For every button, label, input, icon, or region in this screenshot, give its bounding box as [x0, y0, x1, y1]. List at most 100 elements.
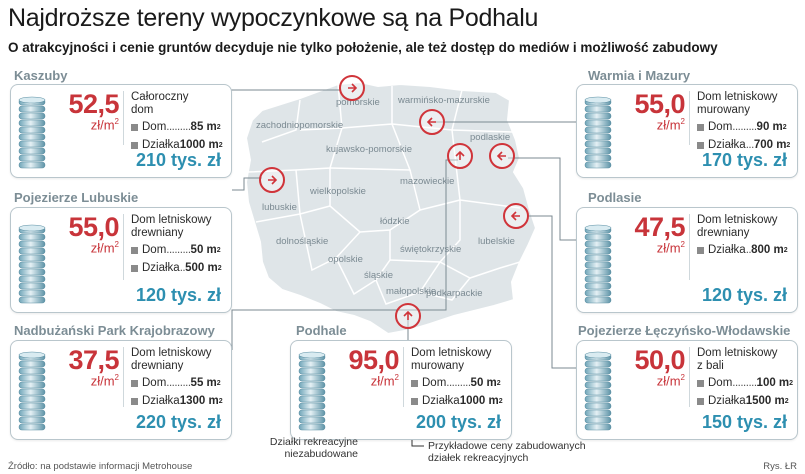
total-price: 220 tys. zł	[135, 412, 221, 432]
price-unit: zł/m2	[656, 373, 685, 389]
price-unit: zł/m2	[90, 240, 119, 256]
region-name-nadbuzanski: Nadbużański Park Krajobrazowy	[14, 323, 215, 338]
region-card: 37,5 zł/m2 Dom letniskowy drewniany Dom.....…	[10, 340, 232, 440]
card-divider	[403, 347, 404, 407]
marker-podhale-icon	[395, 303, 421, 329]
location-markers	[259, 75, 529, 329]
price-unit: zł/m2	[656, 240, 685, 256]
map-label-zachodniopomorskie: zachodniopomorskie	[256, 120, 343, 131]
legend-note-undeveloped: Działki rekreacyjne niezabudowane	[269, 436, 358, 460]
bullet-square-icon	[697, 141, 704, 149]
bullet-square-icon	[697, 123, 704, 131]
price-per-m2: 37,5	[68, 345, 119, 375]
marker-leczynsko-icon	[503, 203, 529, 229]
region-name-kaszuby: Kaszuby	[14, 68, 68, 83]
total-price: 150 tys. zł	[701, 412, 787, 432]
bullet-square-icon	[131, 264, 138, 272]
region-card: 50,0 zł/m2 Dom letniskowy z bali Dom........…	[576, 340, 798, 440]
map-label-dolnoslaskie: dolnośląskie	[276, 236, 328, 247]
price-per-m2: 55,0	[68, 212, 119, 242]
map-label-podlaskie: podlaskie	[470, 132, 510, 143]
map-label-opolskie: opolskie	[328, 254, 363, 265]
connector-nadbuzanski	[231, 159, 458, 350]
price-unit: zł/m2	[90, 373, 119, 389]
connector-leczynsko	[528, 215, 578, 369]
marker-kaszuby-icon	[339, 75, 365, 101]
price-unit: zł/m2	[370, 373, 399, 389]
bullet-square-icon	[131, 397, 138, 405]
marker-podlasie-icon	[489, 143, 515, 169]
map-label-lubuskie: lubuskie	[262, 202, 297, 213]
total-price: 120 tys. zł	[701, 285, 787, 305]
coin-stack-icon	[18, 351, 46, 431]
region-name-leczynsko: Pojezierze Łęczyńsko-Włodawskie	[578, 323, 791, 338]
connector-lubuskie	[232, 177, 262, 191]
property-type: Dom letniskowy drewniany	[697, 214, 778, 239]
bullet-square-icon	[697, 246, 704, 254]
price-per-m2: 95,0	[348, 345, 399, 375]
bullet-square-icon	[131, 123, 138, 131]
bullet-square-icon	[411, 379, 418, 387]
bullet-square-icon	[131, 141, 138, 149]
region-name-podlasie: Podlasie	[588, 190, 642, 205]
bullet-square-icon	[411, 397, 418, 405]
price-per-m2: 47,5	[634, 212, 685, 242]
region-card: 95,0 zł/m2 Dom letniskowy murowany Dom......…	[290, 340, 512, 440]
price-per-m2: 50,0	[634, 345, 685, 375]
bullet-square-icon	[697, 397, 704, 405]
source-note: Źródło: na podstawie informacji Metrohou…	[8, 461, 193, 472]
page-title: Najdroższe tereny wypoczynkowe są na Pod…	[8, 4, 539, 32]
card-divider	[689, 91, 690, 145]
coin-stack-icon	[18, 224, 46, 304]
map-label-mazowieckie: mazowieckie	[400, 176, 454, 187]
map-label-lubelskie: lubelskie	[478, 236, 515, 247]
coin-stack-icon	[584, 351, 612, 431]
map-label-warminsko: warmińsko-mazurskie	[397, 95, 490, 106]
card-divider	[123, 91, 124, 145]
property-type: Dom letniskowy drewniany	[131, 347, 212, 372]
card-divider	[123, 347, 124, 407]
coin-stack-icon	[584, 224, 612, 304]
page-subtitle: O atrakcyjności i cenie gruntów decyduje…	[8, 40, 718, 55]
credit-note: Rys. ŁR	[763, 461, 797, 472]
marker-warmia-icon	[419, 109, 445, 135]
price-per-m2: 52,5	[68, 89, 119, 119]
property-type: Całoroczny dom	[131, 91, 189, 116]
map-label-podkarpackie: podkarpackie	[426, 288, 483, 299]
card-divider	[123, 214, 124, 280]
connector-podlasie	[508, 157, 578, 241]
property-type: Dom letniskowy murowany	[411, 347, 492, 372]
price-unit: zł/m2	[656, 117, 685, 133]
card-divider	[689, 214, 690, 280]
region-card: 55,0 zł/m2 Dom letniskowy murowany Dom......…	[576, 84, 798, 178]
map-label-wielkopolskie: wielkopolskie	[309, 186, 366, 197]
map-label-kujawsko: kujawsko-pomorskie	[326, 144, 412, 155]
bullet-square-icon	[131, 379, 138, 387]
region-name-warmia: Warmia i Mazury	[588, 68, 691, 83]
region-card: 47,5 zł/m2 Dom letniskowy drewniany Działka.…	[576, 207, 798, 313]
legend-note-developed: Przykładowe ceny zabudowanych działek re…	[428, 440, 586, 464]
property-type: Dom letniskowy drewniany	[131, 214, 212, 239]
map-label-slaskie: śląskie	[364, 270, 393, 281]
property-type: Dom letniskowy murowany	[697, 91, 778, 116]
map-label-lodzkie: łódzkie	[380, 216, 410, 227]
price-unit: zł/m2	[90, 117, 119, 133]
total-price: 210 tys. zł	[135, 150, 221, 170]
region-name-lubuskie: Pojezierze Lubuskie	[14, 190, 139, 205]
marker-lubuskie-icon	[259, 167, 285, 193]
total-price: 170 tys. zł	[701, 150, 787, 170]
bullet-square-icon	[697, 379, 704, 387]
card-divider	[689, 347, 690, 407]
